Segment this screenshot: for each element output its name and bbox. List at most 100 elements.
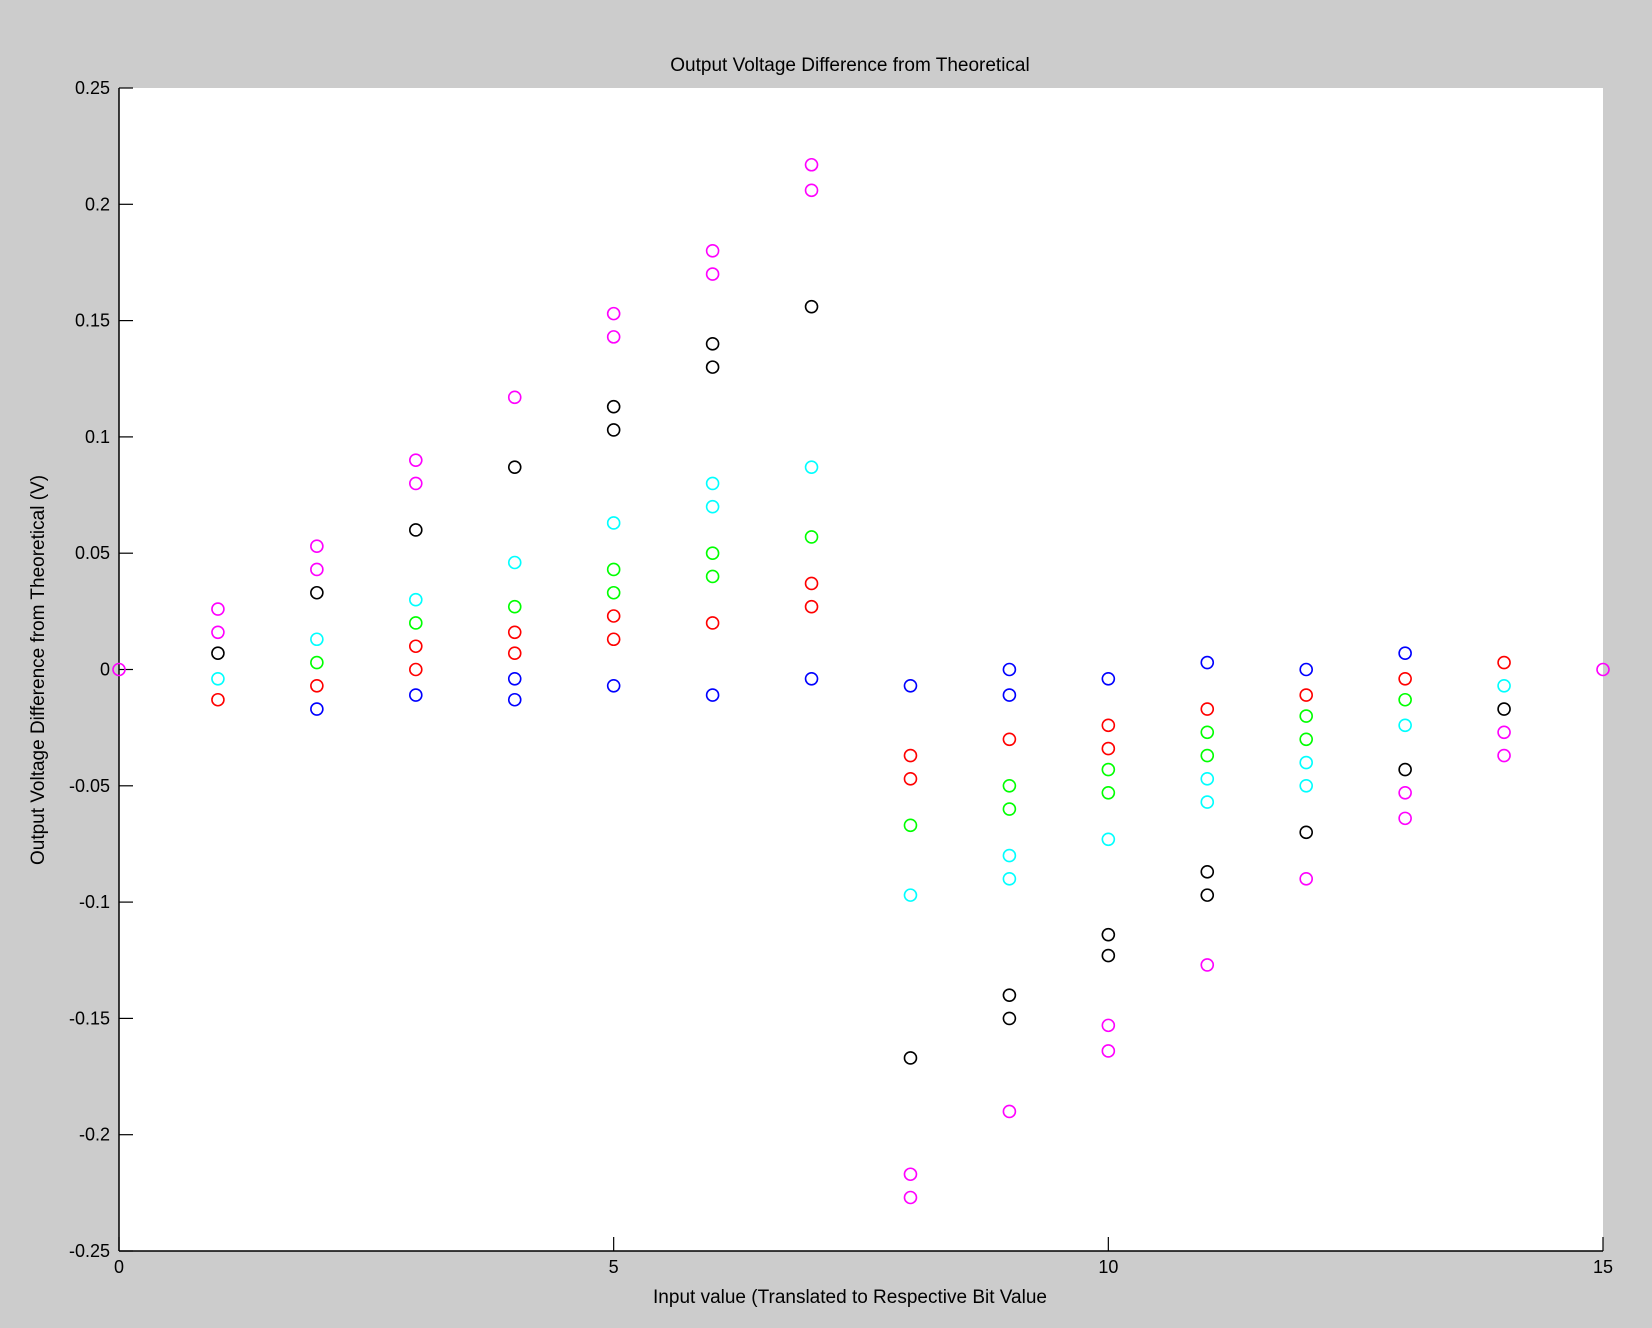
data-point [705,476,720,491]
data-point [606,306,621,321]
data-point [408,639,423,654]
data-point [1002,848,1017,863]
data-point [1101,832,1116,847]
data-point [1398,785,1412,800]
y-tick-label: 0.25 [75,78,110,98]
data-point [1398,646,1412,661]
x-tick-label: 15 [1593,1257,1613,1277]
data-point [606,585,621,600]
data-point [903,1051,918,1065]
data-point [1200,865,1215,879]
data-point [705,360,720,374]
data-point [1299,778,1313,793]
data-point [1101,785,1116,800]
axes: 0.25 0.2 0.15 0.1 0.05 0 -0.05 -0.1 -0.15 -0.2 -0.… [69,78,1613,1277]
data-point [1002,872,1017,886]
data-point [1101,1044,1116,1058]
data-point [1200,772,1215,786]
data-point [211,672,225,686]
data-point [804,460,819,474]
data-point [211,602,225,616]
data-point [310,539,324,554]
data-point [211,625,225,640]
data-point [1101,927,1116,942]
data-point [1200,748,1215,763]
data-point [1002,732,1017,747]
data-point [507,692,522,707]
y-tick-label: 0 [100,660,110,680]
data-point [804,599,819,614]
data-point [1101,948,1116,963]
data-point [903,888,918,902]
series-6 [112,157,1610,1205]
data-point [606,399,621,414]
data-point [1497,748,1511,763]
data-point [408,688,423,702]
data-point [606,678,621,693]
data-point [1398,762,1412,777]
data-point [1497,725,1511,740]
data-point [408,476,423,491]
data-point [804,530,819,544]
data-point [1200,702,1215,716]
data-point [804,183,819,198]
series-5 [211,299,1511,1065]
data-point [1002,988,1017,1002]
data-point [705,244,720,258]
data-point [606,632,621,647]
data-point [705,569,720,584]
data-point [1101,1018,1116,1033]
data-point [705,688,720,702]
data-point [1299,688,1313,702]
data-point [705,616,720,630]
data-point [211,646,225,661]
data-point [903,1190,918,1205]
series-1 [310,646,1412,716]
data-point [1200,725,1215,740]
data-point [1101,762,1116,777]
data-point [310,632,324,647]
data-point [1200,958,1215,972]
data-point [1299,755,1313,770]
data-point [804,576,819,591]
series-4 [211,460,1511,902]
data-point [903,818,918,833]
data-point [705,337,720,351]
data-point [903,678,918,693]
data-point [705,499,720,514]
data-point [1398,811,1412,826]
data-point [1398,718,1412,733]
data-point [507,625,522,640]
x-tick-label: 10 [1098,1257,1118,1277]
data-point [606,423,621,437]
data-point [1497,655,1511,670]
data-point [1101,672,1116,686]
data-point [507,555,522,570]
data-point [408,453,423,467]
data-point [310,678,324,693]
data-point [705,546,720,561]
data-point [1299,732,1313,747]
data-point [1299,662,1313,677]
data-point [903,1167,918,1182]
series-2 [211,576,1511,786]
data-point [507,460,522,474]
data-point [1497,702,1511,716]
data-point [408,523,423,537]
data-point [1002,1104,1017,1119]
y-tick-label: 0.15 [75,311,110,331]
data-point [1101,741,1116,756]
data-point [408,592,423,607]
y-tick-label: -0.05 [69,776,110,796]
data-point [903,772,918,786]
data-point [507,672,522,686]
data-point [1398,672,1412,686]
data-point [804,299,819,314]
plot-area [119,88,1603,1251]
y-tick-label: 0.05 [75,543,110,563]
y-tick-label: -0.2 [79,1125,110,1145]
data-points [112,157,1610,1205]
y-tick-label: -0.1 [79,892,110,912]
data-point [804,157,819,172]
